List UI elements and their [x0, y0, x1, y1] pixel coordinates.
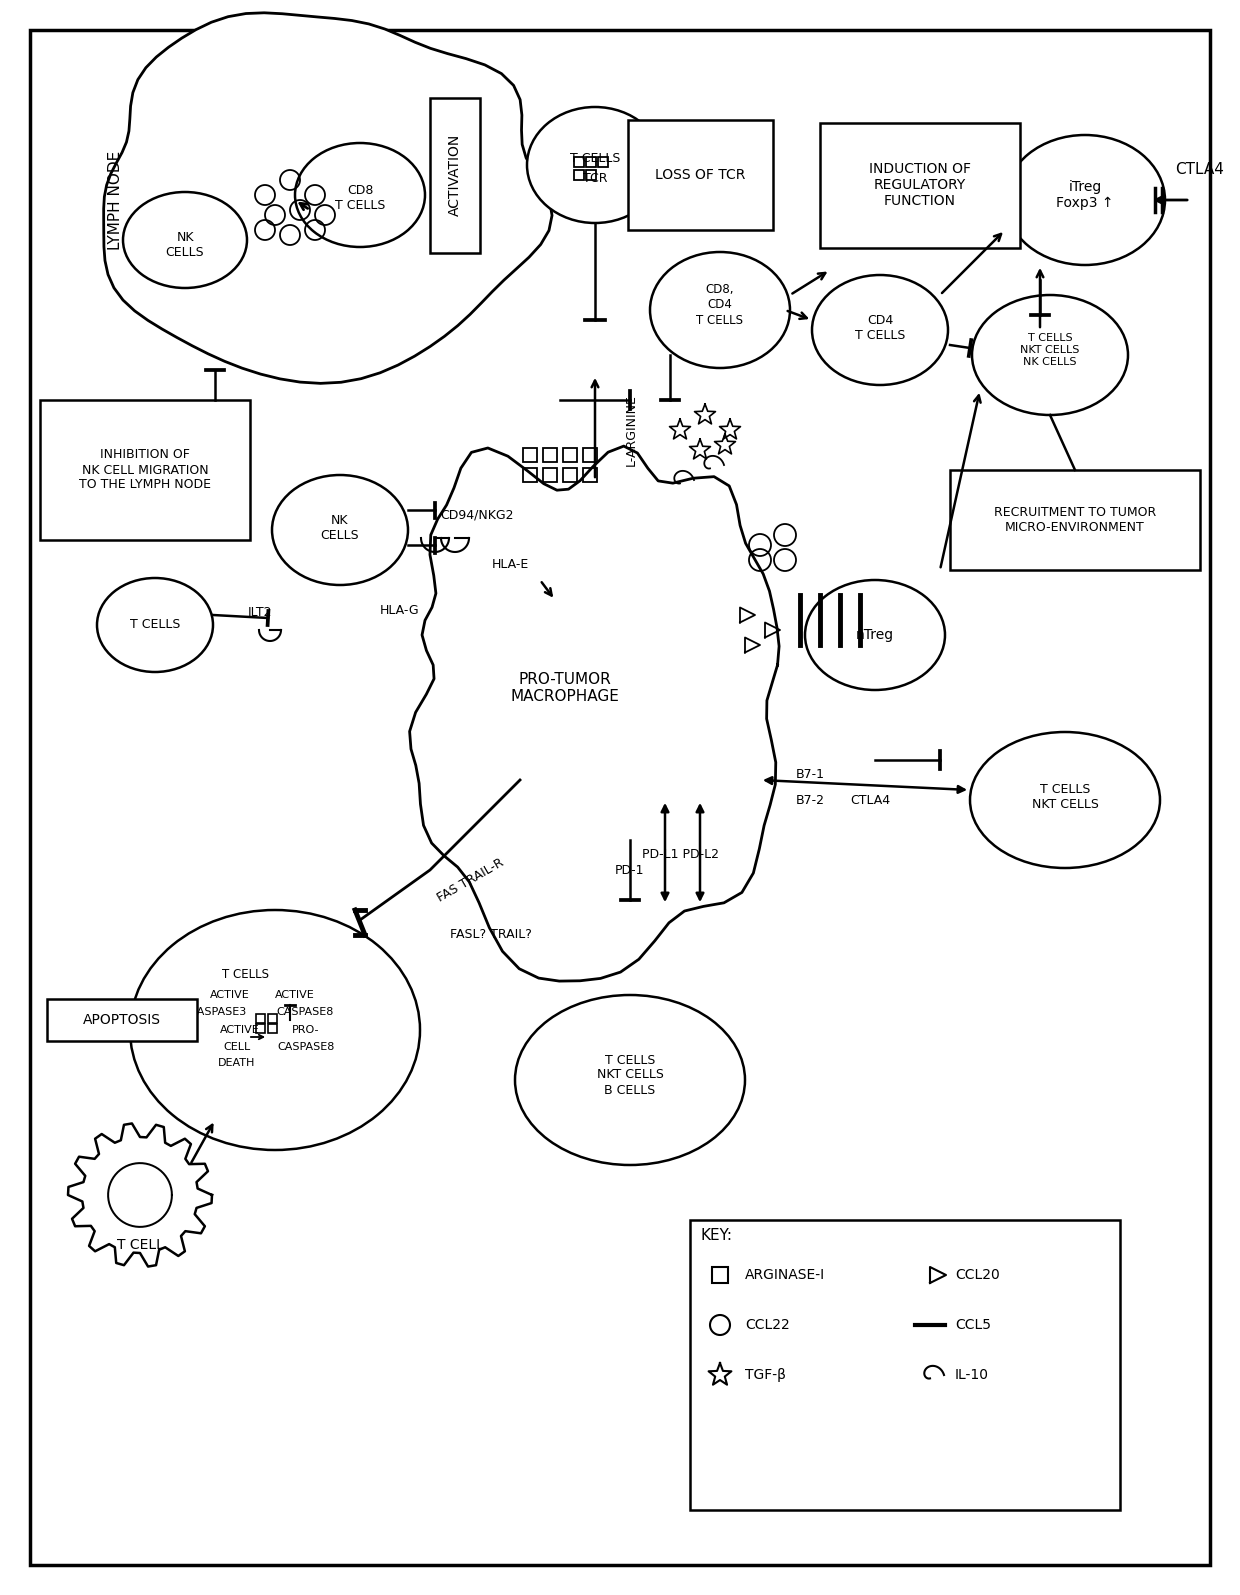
Text: CCL5: CCL5 [955, 1317, 991, 1332]
Text: ILT2: ILT2 [248, 606, 273, 619]
Text: T CELLS
NKT CELLS
B CELLS: T CELLS NKT CELLS B CELLS [596, 1054, 663, 1096]
Text: HLA-E: HLA-E [492, 558, 529, 571]
Text: TGF-β: TGF-β [745, 1369, 786, 1381]
Text: PD-L1 PD-L2: PD-L1 PD-L2 [641, 849, 718, 861]
Text: CD4
T CELLS: CD4 T CELLS [854, 314, 905, 341]
Bar [563, 448, 577, 463]
Text: CCL20: CCL20 [955, 1268, 999, 1282]
Bar [950, 471, 1200, 569]
Bar [255, 1013, 264, 1022]
Bar [574, 171, 584, 180]
Text: CD8,
CD4
T CELLS: CD8, CD4 T CELLS [697, 284, 744, 327]
Ellipse shape [650, 252, 790, 368]
Bar [430, 97, 480, 252]
Text: ACTIVATION: ACTIVATION [448, 134, 463, 217]
Text: IL-10: IL-10 [955, 1369, 990, 1381]
Ellipse shape [515, 995, 745, 1164]
Text: L-ARGININE: L-ARGININE [625, 394, 639, 466]
Text: RECRUITMENT TO TUMOR
MICRO-ENVIRONMENT: RECRUITMENT TO TUMOR MICRO-ENVIRONMENT [994, 506, 1156, 534]
Polygon shape [104, 13, 552, 383]
Bar [583, 467, 596, 482]
Text: iTreg
Foxp3 ↑: iTreg Foxp3 ↑ [1056, 180, 1114, 211]
Bar [523, 448, 537, 463]
Text: DEATH: DEATH [218, 1057, 255, 1069]
Bar [587, 171, 596, 180]
Text: CASPASE3: CASPASE3 [190, 1006, 247, 1018]
Text: PD-1: PD-1 [615, 863, 645, 877]
Text: T CELL: T CELL [117, 1238, 164, 1252]
Bar [627, 120, 773, 230]
Text: CD8
T CELLS: CD8 T CELLS [335, 183, 386, 212]
Bar [523, 467, 537, 482]
Bar [574, 156, 584, 167]
Text: T CELLS: T CELLS [130, 619, 180, 632]
Text: CD94/NKG2: CD94/NKG2 [440, 509, 513, 522]
Ellipse shape [1004, 136, 1166, 265]
Ellipse shape [123, 191, 247, 289]
Text: FASL? TRAIL?: FASL? TRAIL? [450, 928, 532, 941]
Bar [543, 467, 557, 482]
Text: T CELLS
NKT CELLS
NK CELLS: T CELLS NKT CELLS NK CELLS [1021, 333, 1080, 367]
Text: B7-1: B7-1 [796, 769, 825, 782]
Bar [587, 156, 596, 167]
Bar [689, 1220, 1120, 1510]
Ellipse shape [97, 577, 213, 671]
Text: ARGINASE-I: ARGINASE-I [745, 1268, 825, 1282]
Bar [268, 1013, 277, 1022]
Ellipse shape [805, 581, 945, 691]
Text: APOPTOSIS: APOPTOSIS [83, 1013, 161, 1027]
Text: ACTIVE: ACTIVE [221, 1026, 260, 1035]
Bar [543, 448, 557, 463]
Text: INHIBITION OF
NK CELL MIGRATION
TO THE LYMPH NODE: INHIBITION OF NK CELL MIGRATION TO THE L… [79, 448, 211, 491]
Ellipse shape [295, 144, 425, 247]
Text: INDUCTION OF
REGULATORY
FUNCTION: INDUCTION OF REGULATORY FUNCTION [869, 161, 971, 209]
Text: ACTIVE: ACTIVE [210, 990, 250, 1000]
Bar [255, 1024, 264, 1032]
Ellipse shape [812, 274, 949, 384]
Bar [712, 1266, 728, 1282]
Text: PRO-: PRO- [293, 1026, 320, 1035]
Ellipse shape [972, 295, 1128, 415]
Bar [820, 123, 1021, 247]
Text: CASPASE8: CASPASE8 [278, 1042, 335, 1053]
Text: nTreg: nTreg [856, 628, 894, 643]
Text: LYMPH NODE: LYMPH NODE [108, 150, 123, 250]
Text: B7-2: B7-2 [796, 793, 825, 807]
Text: CELL: CELL [223, 1042, 250, 1053]
Text: T CELLS: T CELLS [222, 968, 269, 981]
Bar [563, 467, 577, 482]
Bar [583, 448, 596, 463]
Polygon shape [68, 1123, 212, 1266]
Text: NK
CELLS: NK CELLS [166, 231, 205, 258]
Text: T CELLS
NKT CELLS: T CELLS NKT CELLS [1032, 783, 1099, 810]
Text: NK
CELLS: NK CELLS [321, 514, 360, 542]
Ellipse shape [970, 732, 1159, 868]
Text: FIG. 2: FIG. 2 [1043, 1467, 1117, 1491]
Ellipse shape [130, 911, 420, 1150]
Bar [47, 998, 197, 1042]
Text: PRO-TUMOR
MACROPHAGE: PRO-TUMOR MACROPHAGE [511, 671, 620, 705]
Text: KEY:: KEY: [701, 1228, 732, 1243]
Ellipse shape [272, 475, 408, 585]
Bar [598, 156, 608, 167]
Text: CCL22: CCL22 [745, 1317, 790, 1332]
Text: ACTIVE: ACTIVE [275, 990, 315, 1000]
Polygon shape [409, 447, 779, 981]
Bar [268, 1024, 277, 1032]
Text: CTLA4: CTLA4 [1176, 163, 1224, 177]
Text: FAS TRAIL-R: FAS TRAIL-R [435, 855, 506, 904]
Text: TCR: TCR [583, 172, 608, 185]
Text: CTLA4: CTLA4 [849, 793, 890, 807]
Text: LOSS OF TCR: LOSS OF TCR [655, 167, 745, 182]
Text: CASPASE8: CASPASE8 [277, 1006, 334, 1018]
Bar [40, 400, 250, 541]
Text: T CELLS: T CELLS [570, 152, 620, 164]
Ellipse shape [527, 107, 663, 223]
Text: HLA-G: HLA-G [379, 603, 419, 617]
